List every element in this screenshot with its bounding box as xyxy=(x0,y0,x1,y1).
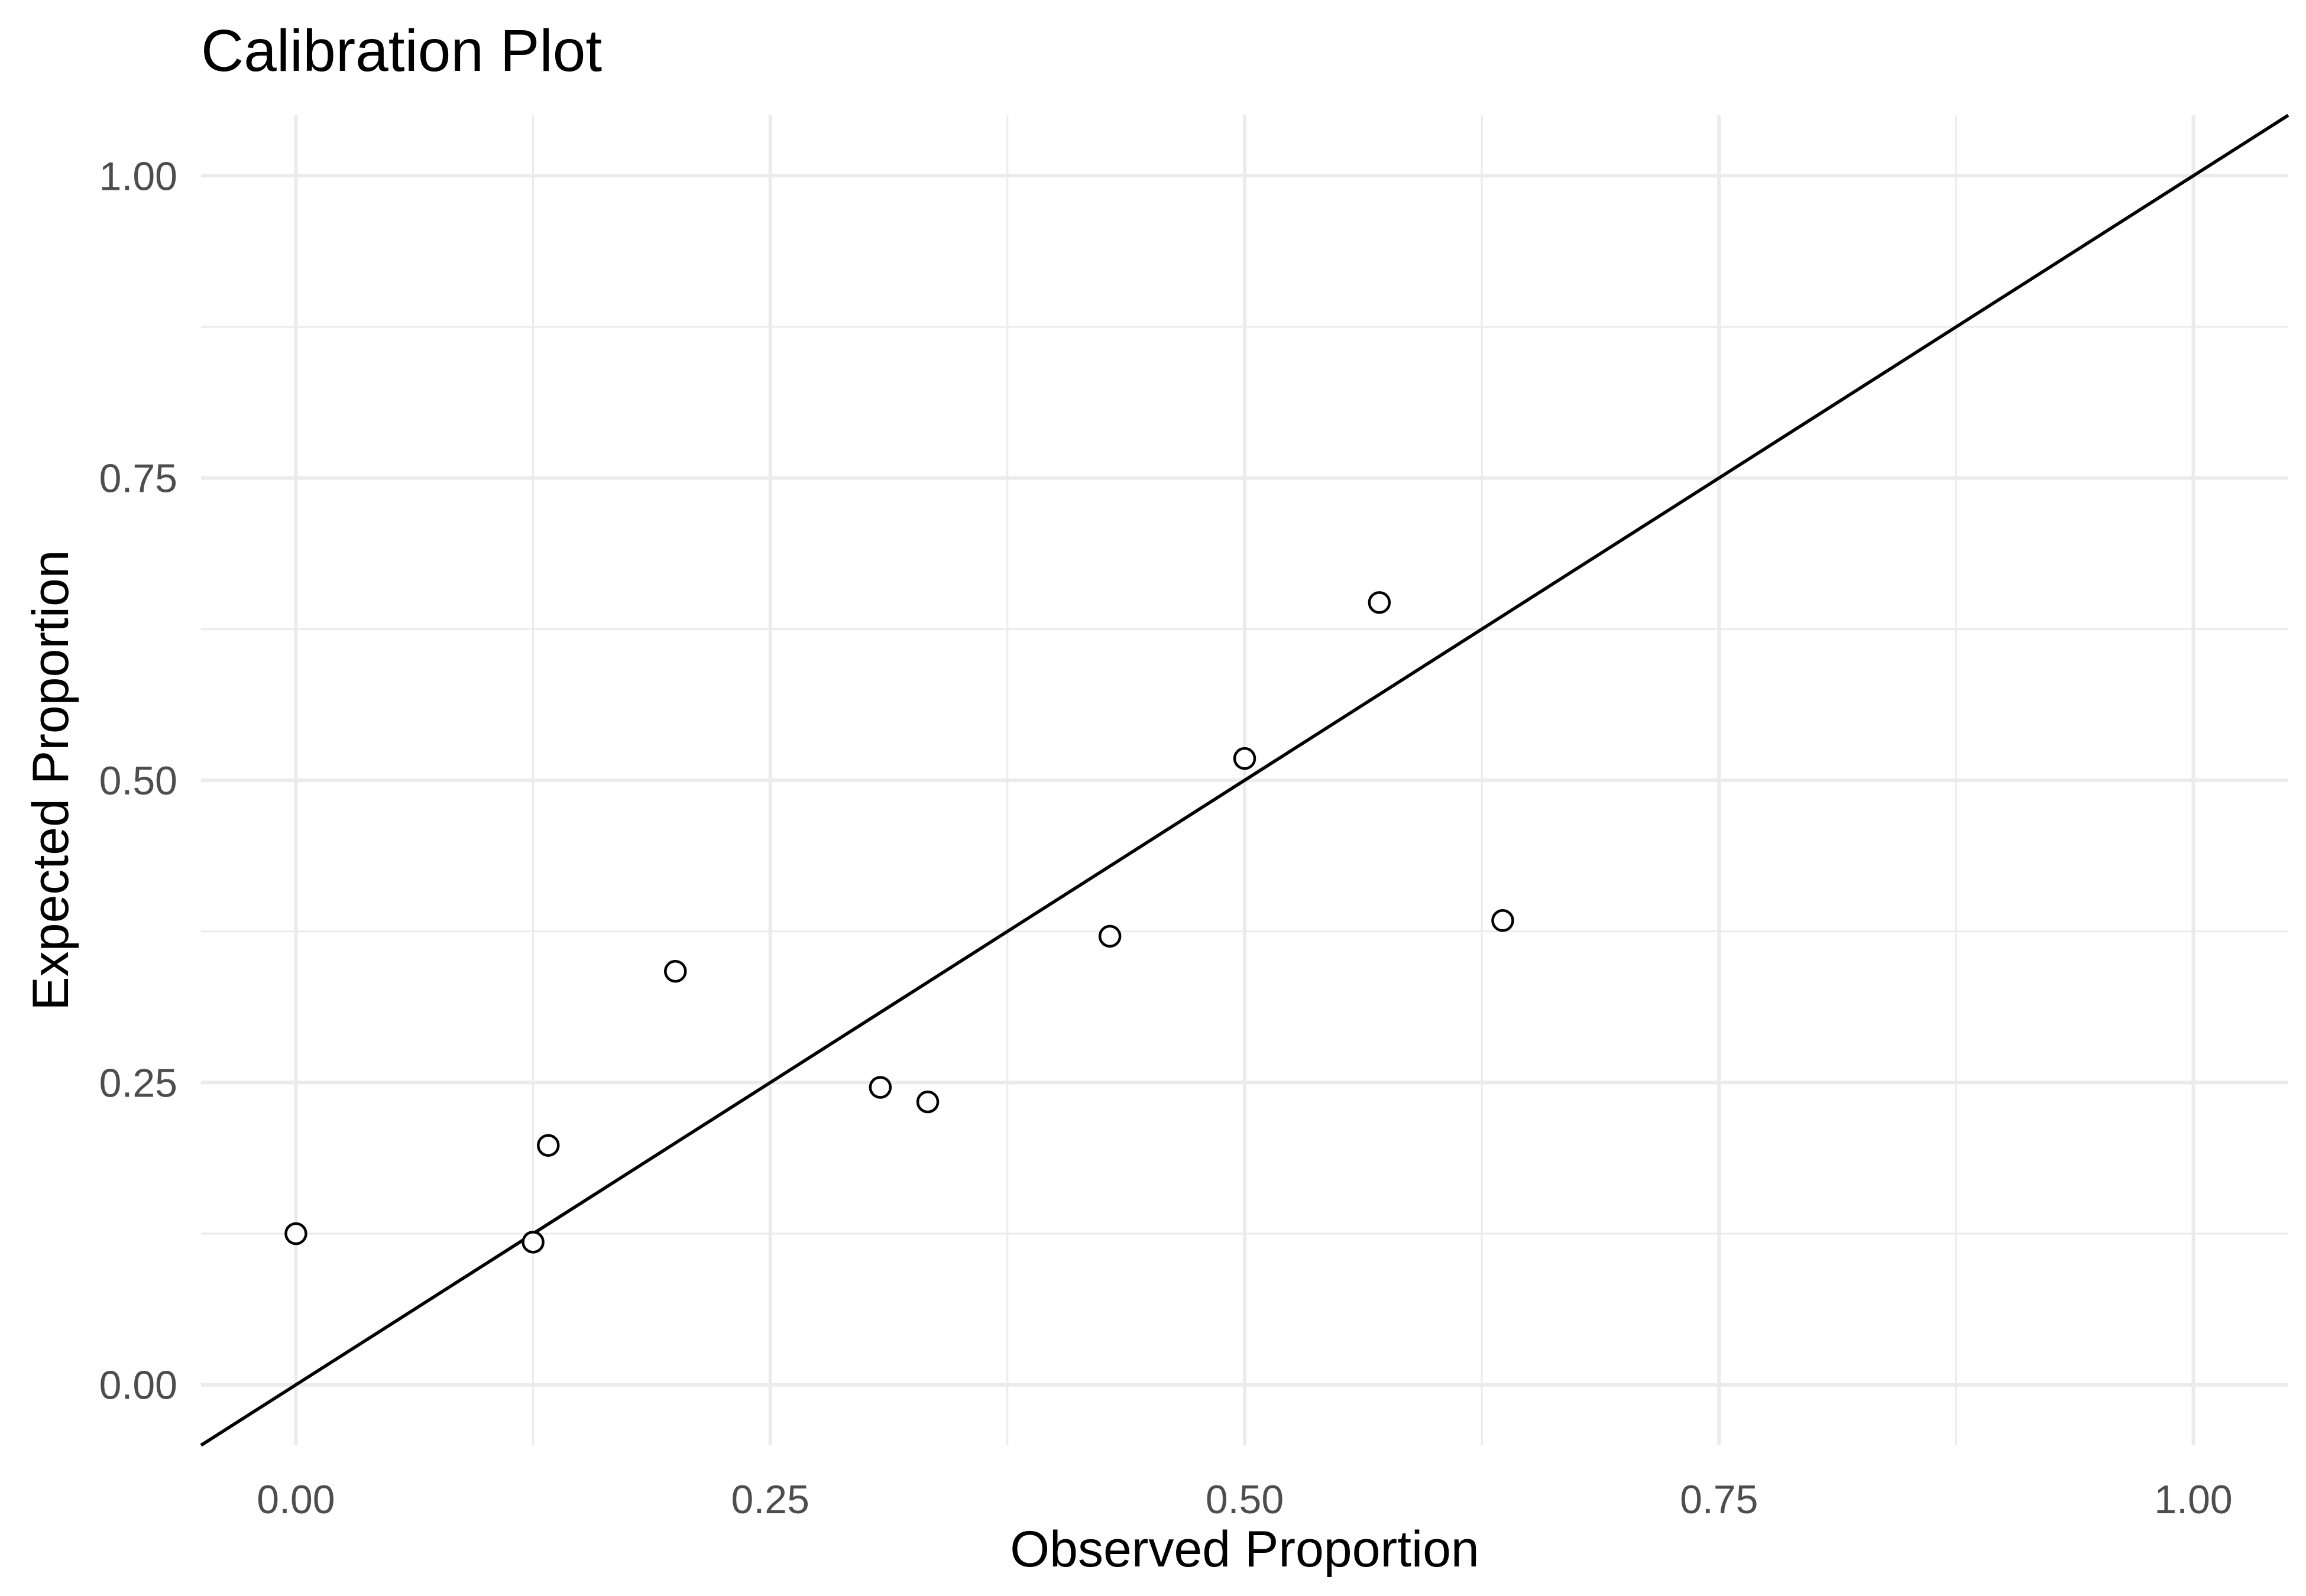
y-tick-labels: 0.00 0.25 0.50 0.75 1.00 xyxy=(99,154,177,1407)
x-axis-title: Observed Proportion xyxy=(1010,1521,1479,1578)
x-tick-label: 0.75 xyxy=(1680,1477,1758,1522)
x-tick-label: 0.25 xyxy=(731,1477,809,1522)
y-tick-label: 0.75 xyxy=(99,456,177,501)
chart-title: Calibration Plot xyxy=(201,18,602,84)
data-point xyxy=(537,1134,560,1157)
x-tick-label: 0.00 xyxy=(257,1477,335,1522)
data-point xyxy=(1368,591,1391,614)
data-point xyxy=(1098,924,1122,948)
y-tick-label: 1.00 xyxy=(99,154,177,199)
data-point xyxy=(522,1231,545,1254)
data-point xyxy=(916,1090,940,1114)
x-tick-label: 0.50 xyxy=(1206,1477,1284,1522)
data-point xyxy=(284,1222,307,1245)
y-axis-title: Expected Proportion xyxy=(22,550,79,1010)
data-point xyxy=(1491,909,1514,932)
y-tick-label: 0.50 xyxy=(99,758,177,803)
y-tick-label: 0.00 xyxy=(99,1363,177,1408)
y-tick-label: 0.25 xyxy=(99,1060,177,1105)
x-tick-labels: 0.00 0.25 0.50 0.75 1.00 xyxy=(257,1477,2232,1522)
data-point xyxy=(1233,747,1256,770)
identity-reference-line xyxy=(200,113,2289,1447)
major-gridlines xyxy=(201,115,2288,1445)
data-point xyxy=(869,1076,892,1099)
reference-line-group xyxy=(200,113,2289,1447)
x-tick-label: 1.00 xyxy=(2154,1477,2232,1522)
data-points xyxy=(284,591,1514,1254)
data-point xyxy=(664,959,687,983)
